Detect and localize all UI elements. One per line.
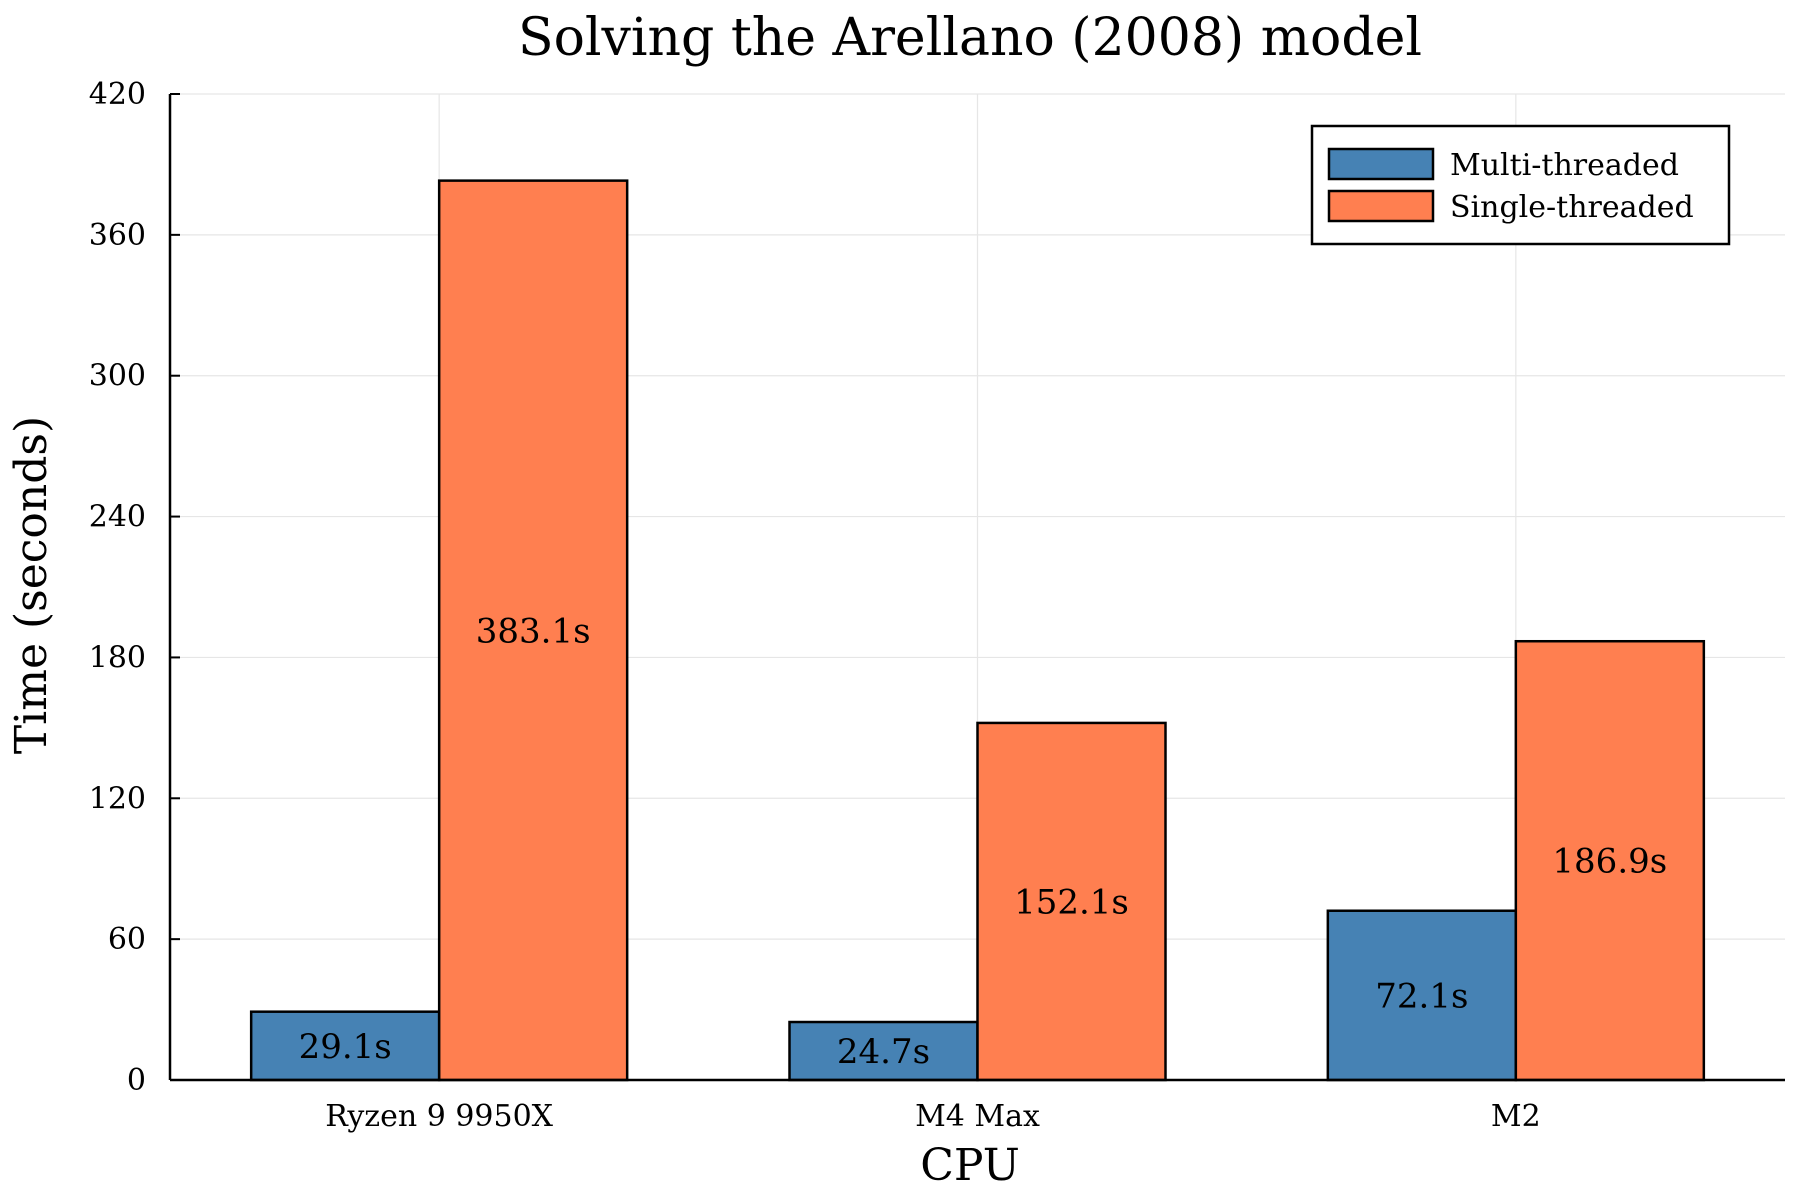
data-label-multi-0: 29.1s bbox=[299, 1027, 392, 1067]
y-tick-label-120: 120 bbox=[89, 781, 146, 816]
data-label-single-2: 186.9s bbox=[1552, 842, 1667, 882]
data-label-multi-2: 72.1s bbox=[1375, 976, 1468, 1016]
y-ticks: 0 60 120 180 240 300 360 420 bbox=[89, 77, 180, 1098]
y-tick-label-240: 240 bbox=[89, 500, 146, 535]
y-tick-label-0: 0 bbox=[127, 1063, 146, 1098]
legend-label-multi-threaded: Multi-threaded bbox=[1450, 148, 1679, 183]
chart-title: Solving the Arellano (2008) model bbox=[518, 8, 1422, 68]
bar-single-0 bbox=[437, 179, 629, 1082]
y-tick-label-300: 300 bbox=[89, 359, 146, 394]
y-axis-title: Time (seconds) bbox=[6, 416, 57, 754]
x-axis-title: CPU bbox=[920, 1140, 1020, 1191]
y-tick-label-180: 180 bbox=[89, 640, 146, 675]
data-labels: 29.1s 24.7s 72.1s 383.1s 152.1s 186.9s bbox=[299, 611, 1668, 1072]
x-tick-label-1: M4 Max bbox=[915, 1099, 1040, 1134]
data-label-multi-1: 24.7s bbox=[837, 1032, 930, 1072]
x-ticks: Ryzen 9 9950X M4 Max M2 bbox=[325, 1070, 1541, 1134]
y-tick-label-420: 420 bbox=[89, 77, 146, 112]
legend-swatch-multi-threaded bbox=[1327, 147, 1435, 181]
bar-single-2 bbox=[1514, 639, 1706, 1082]
bar-multi-1 bbox=[788, 1020, 979, 1082]
legend-label-single-threaded: Single-threaded bbox=[1450, 190, 1694, 225]
x-tick-label-0: Ryzen 9 9950X bbox=[325, 1099, 553, 1134]
y-tick-label-60: 60 bbox=[108, 922, 146, 957]
bar-single-1 bbox=[976, 721, 1167, 1082]
legend-box bbox=[1310, 124, 1731, 246]
data-label-single-1: 152.1s bbox=[1014, 882, 1129, 922]
x-tick-label-2: M2 bbox=[1491, 1099, 1541, 1134]
y-tick-label-360: 360 bbox=[89, 218, 146, 253]
legend: Multi-threaded Single-threaded bbox=[1310, 124, 1731, 246]
legend-swatch-single-threaded bbox=[1327, 189, 1435, 223]
data-label-single-0: 383.1s bbox=[476, 611, 591, 651]
